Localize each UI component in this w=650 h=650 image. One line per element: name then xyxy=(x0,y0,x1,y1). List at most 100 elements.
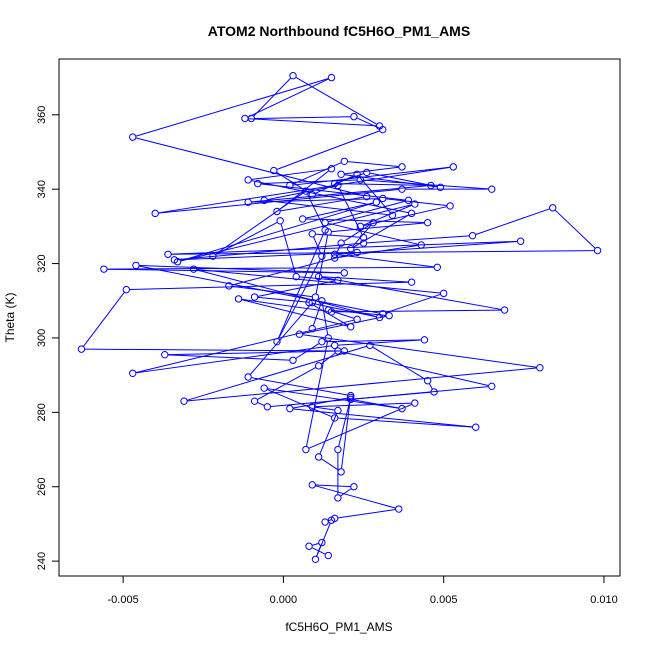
data-point xyxy=(347,244,355,253)
series-segment xyxy=(84,348,341,352)
data-point xyxy=(388,211,397,219)
data-point xyxy=(286,404,294,413)
series-segment xyxy=(554,209,596,249)
data-point xyxy=(407,278,416,286)
y-tick-label: 300 xyxy=(36,329,48,347)
data-point xyxy=(321,226,329,234)
series-segment xyxy=(313,236,321,254)
series-segment xyxy=(340,488,352,497)
data-point xyxy=(423,218,432,227)
series-segment xyxy=(257,402,265,406)
series-segment xyxy=(306,193,324,228)
data-point xyxy=(318,538,326,547)
series-segment xyxy=(232,285,313,298)
y-ticks: 240 260 280 300 320 340 360 xyxy=(36,106,59,570)
data-point xyxy=(379,194,387,203)
series-segment xyxy=(280,196,364,212)
data-point xyxy=(359,239,368,247)
y-axis-label: Theta (K) xyxy=(3,292,17,342)
data-point xyxy=(488,382,496,391)
data-point xyxy=(289,72,297,80)
series-segment xyxy=(386,198,447,207)
data-point xyxy=(359,233,368,242)
series-segment xyxy=(352,224,372,247)
data-point xyxy=(327,308,336,316)
series-segment xyxy=(363,179,489,190)
series-segment xyxy=(344,166,399,175)
data-point xyxy=(472,423,480,431)
data-point xyxy=(407,209,416,218)
x-ticks: -0.005 0.000 0.005 0.010 xyxy=(108,576,618,606)
data-point xyxy=(295,330,304,338)
series-segment xyxy=(136,137,364,197)
series-segment xyxy=(315,406,335,411)
series-segment xyxy=(247,78,329,118)
series-segment xyxy=(241,298,329,312)
data-point xyxy=(189,265,198,273)
data-point xyxy=(433,263,441,271)
data-point xyxy=(305,298,313,307)
data-point xyxy=(337,170,345,179)
data-point xyxy=(353,248,361,257)
data-point xyxy=(161,350,169,359)
x-tick-label: 0.005 xyxy=(430,594,458,606)
data-point xyxy=(436,183,445,192)
series-segment xyxy=(321,458,339,471)
data-point xyxy=(536,364,544,372)
data-point xyxy=(270,166,278,175)
chart-title: ATOM2 Northbound fC5H6O_PM1_AMS xyxy=(208,23,470,39)
data-point xyxy=(260,384,268,392)
series-segment xyxy=(308,403,412,449)
data-point xyxy=(330,250,339,258)
data-point xyxy=(340,347,349,355)
data-point xyxy=(334,445,342,454)
data-point xyxy=(276,217,284,225)
series-segment xyxy=(254,116,351,119)
data-point xyxy=(411,200,419,208)
data-point xyxy=(308,403,316,411)
series-segment xyxy=(328,200,406,223)
data-point xyxy=(273,337,281,346)
data-point xyxy=(427,181,435,190)
series-segment xyxy=(276,130,380,170)
data-point xyxy=(330,341,339,350)
data-point xyxy=(151,209,159,218)
data-point xyxy=(314,272,323,281)
data-point xyxy=(129,369,137,377)
data-point xyxy=(314,362,323,370)
series-segment xyxy=(363,206,447,227)
series-segment xyxy=(428,383,433,390)
series-segment xyxy=(251,180,409,214)
y-axis: 240 260 280 300 320 340 360 xyxy=(36,106,60,570)
data-point xyxy=(209,252,217,260)
data-point xyxy=(132,261,140,270)
data-point xyxy=(311,555,320,563)
series-segment xyxy=(136,319,354,373)
data-point xyxy=(337,468,345,476)
data-point xyxy=(330,414,339,422)
data-point xyxy=(286,181,294,190)
data-point xyxy=(302,187,310,195)
y-tick-label: 340 xyxy=(36,180,48,198)
series-segment xyxy=(338,254,434,268)
y-tick-label: 240 xyxy=(36,552,48,570)
data-point xyxy=(439,289,448,298)
data-point xyxy=(395,505,403,513)
data-point xyxy=(347,323,355,331)
data-point xyxy=(241,114,249,123)
data-point xyxy=(164,250,172,258)
series-segment xyxy=(293,166,450,186)
series-segment xyxy=(257,296,309,303)
data-point xyxy=(379,310,387,318)
data-point xyxy=(423,377,432,385)
data-point xyxy=(363,192,371,201)
data-point xyxy=(247,114,256,123)
data-point xyxy=(347,393,355,402)
data-point xyxy=(516,237,525,245)
series-segment xyxy=(338,240,518,255)
series-segment xyxy=(129,281,409,291)
series-segment xyxy=(261,183,405,201)
data-point xyxy=(340,157,349,165)
data-point xyxy=(363,168,371,177)
series-segment xyxy=(322,276,502,310)
